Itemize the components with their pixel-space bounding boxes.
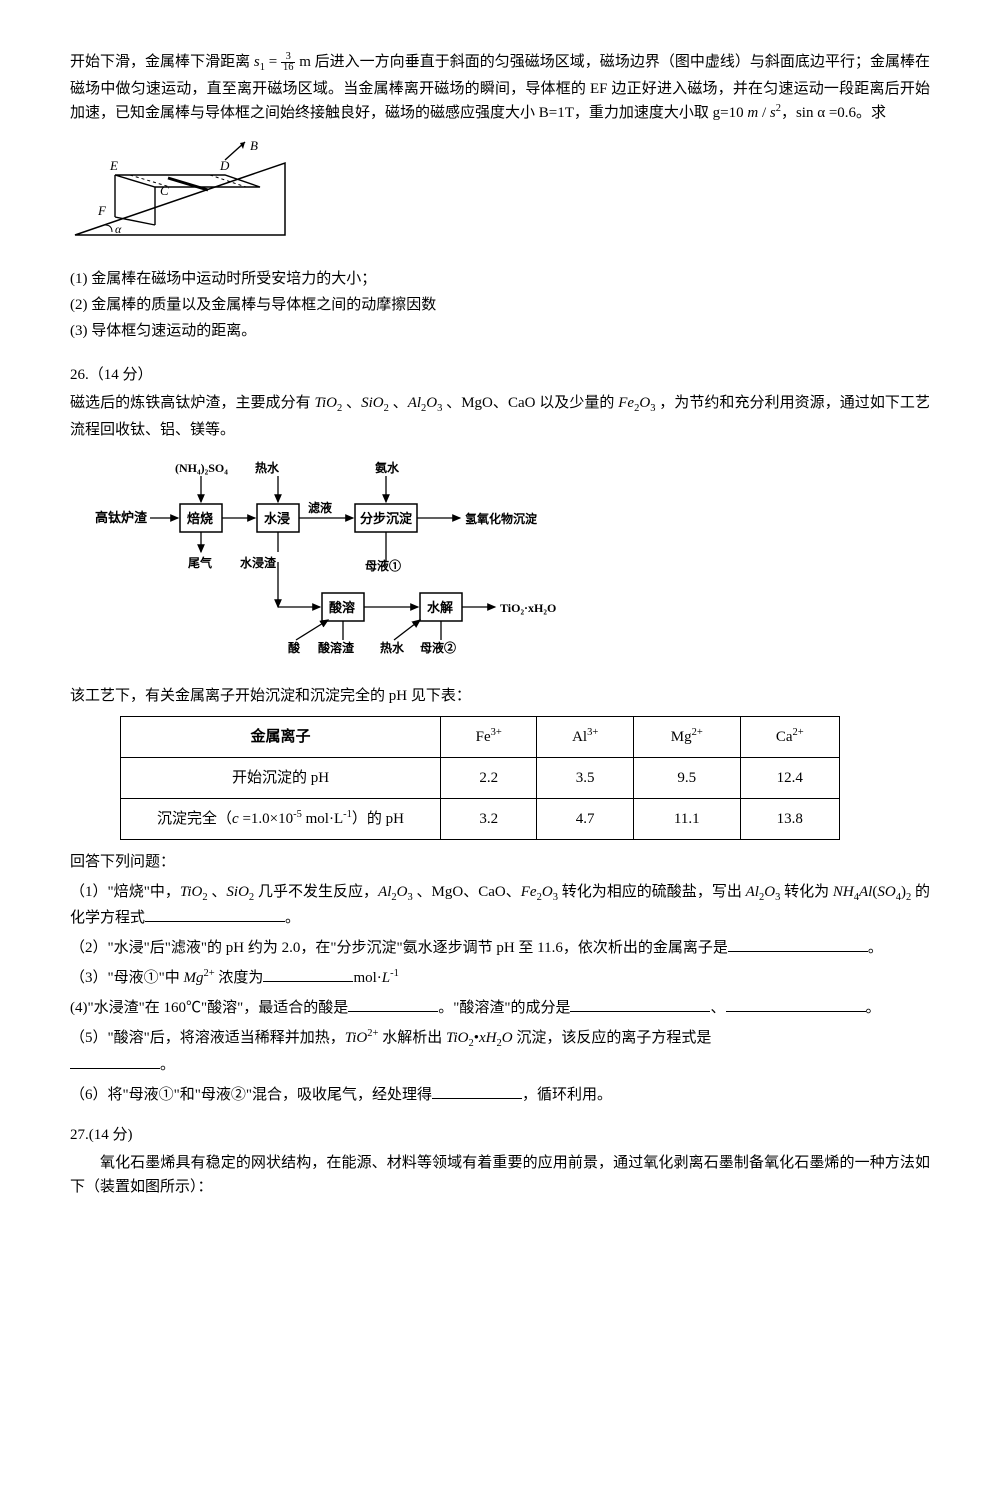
blank-2 [728,937,868,952]
label-F: F [97,203,107,218]
q26-p1: 磁选后的炼铁高钛炉渣，主要成分有 TiO2 、SiO2 、Al2O3 、MgO、… [70,391,930,442]
flow-acid: 酸 [288,640,301,655]
flow-box4: 酸溶 [329,600,355,615]
th-ca: Ca2+ [740,716,839,757]
blank-3 [263,967,353,982]
q26-head: 26.（14 分） [70,363,930,387]
label-D: D [219,158,230,173]
flow-mother1: 母液① [365,558,401,573]
q25-3: (3) 导体框匀速运动的距离。 [70,319,930,343]
flow-filtrate: 滤液 [308,500,332,515]
flow-svg: 高钛炉渣 焙烧 (NH₄)₂SO₄ 尾气 水浸 热水 水浸渣 滤液 分步沉淀 氨… [90,452,610,662]
row2-label: 沉淀完全（c =1.0×10-5 mol·L-1）的 pH [121,798,441,839]
cell: 2.2 [441,757,537,798]
cell: 9.5 [633,757,740,798]
blank-5 [70,1054,160,1069]
q26-a5: （5）"酸溶"后，将溶液适当稀释并加热，TiO2+ 水解析出 TiO2•xH2O… [70,1026,930,1077]
blank-4a [348,997,438,1012]
q26-a6: （6）将"母液①"和"母液②"混合，吸收尾气，经处理得，循环利用。 [70,1083,930,1107]
cell: 3.2 [441,798,537,839]
q26-answers-head: 回答下列问题： [70,850,930,874]
label-E: E [109,158,118,173]
flow-input: 高钛炉渣 [95,510,148,525]
row1-label: 开始沉淀的 pH [121,757,441,798]
flow-box3: 分步沉淀 [360,511,413,526]
th-ion: 金属离子 [121,716,441,757]
q25-1: (1) 金属棒在磁场中运动时所受安培力的大小； [70,267,930,291]
blank-4b [570,997,710,1012]
q25-2: (2) 金属棒的质量以及金属棒与导体框之间的动摩擦因数 [70,293,930,317]
label-C: C [160,183,169,198]
th-al: Al3+ [537,716,633,757]
blank-4c [726,997,866,1012]
q27-head: 27.(14 分) [70,1123,930,1147]
cell: 3.5 [537,757,633,798]
q26-table-lead: 该工艺下，有关金属离子开始沉淀和沉淀完全的 pH 见下表： [70,684,930,708]
th-mg: Mg2+ [633,716,740,757]
figure-flowchart: 高钛炉渣 焙烧 (NH₄)₂SO₄ 尾气 水浸 热水 水浸渣 滤液 分步沉淀 氨… [70,452,930,670]
flow-product: TiO₂·xH₂O [500,601,556,615]
blank-6 [432,1084,522,1099]
th-fe: Fe3+ [441,716,537,757]
flow-reagent1: (NH₄)₂SO₄ [175,461,228,475]
q26-a1: （1）"焙烧"中，TiO2 、SiO2 几乎不发生反应，Al2O3 、MgO、C… [70,880,930,931]
flow-box1: 焙烧 [186,511,213,526]
cell: 4.7 [537,798,633,839]
q26-a3: （3）"母液①"中 Mg2+ 浓度为mol·L-1 [70,966,930,990]
table-row: 沉淀完全（c =1.0×10-5 mol·L-1）的 pH 3.2 4.7 11… [121,798,840,839]
q26-a4: (4)"水浸渣"在 160℃"酸溶"，最适合的酸是。"酸溶渣"的成分是、。 [70,996,930,1020]
cell: 12.4 [740,757,839,798]
flow-box5: 水解 [427,600,453,615]
intro-paragraph: 开始下滑，金属棒下滑距离 s1 = 316 m 后进入一方向垂直于斜面的匀强磁场… [70,50,930,125]
flow-box2: 水浸 [264,511,290,526]
flow-mother2: 母液② [420,640,456,655]
figure-inclined-plane: E F D C B α [70,135,930,253]
inclined-svg: E F D C B α [70,135,290,245]
table-row: 金属离子 Fe3+ Al3+ Mg2+ Ca2+ [121,716,840,757]
flow-ammonia: 氨水 [375,460,400,475]
flow-tailgas: 尾气 [188,555,212,570]
q27-p1: 氧化石墨烯具有稳定的网状结构，在能源、材料等领域有着重要的应用前景，通过氧化剥离… [70,1151,930,1199]
flow-acidres: 酸溶渣 [318,640,355,655]
flow-hotwater2: 热水 [380,640,405,655]
flow-hydrox: 氢氧化物沉淀 [465,511,538,526]
table-row: 开始沉淀的 pH 2.2 3.5 9.5 12.4 [121,757,840,798]
q26-a2: （2）"水浸"后"滤液"的 pH 约为 2.0，在"分步沉淀"氨水逐步调节 pH… [70,936,930,960]
flow-leach: 水浸渣 [240,555,277,570]
label-alpha: α [115,222,122,236]
q25-subquestions: (1) 金属棒在磁场中运动时所受安培力的大小； (2) 金属棒的质量以及金属棒与… [70,267,930,343]
blank-1 [145,907,285,922]
flow-hotwater: 热水 [255,460,280,475]
ph-table: 金属离子 Fe3+ Al3+ Mg2+ Ca2+ 开始沉淀的 pH 2.2 3.… [120,716,840,840]
label-B: B [250,138,258,153]
cell: 11.1 [633,798,740,839]
cell: 13.8 [740,798,839,839]
